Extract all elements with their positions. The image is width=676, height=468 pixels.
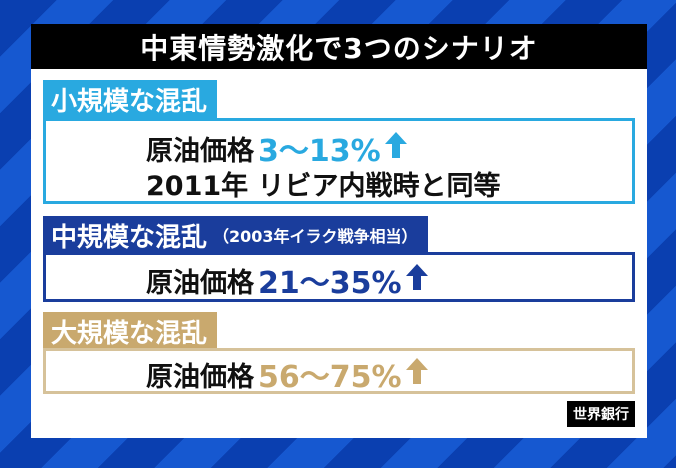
infographic-panel: 中東情勢激化で3つのシナリオ 小規模な混乱 原油価格 3～13% 2011年 リ… [31,24,647,438]
price-prefix: 原油価格 [146,267,254,299]
scenario-medium-price-line: 原油価格 21～35% [146,258,428,302]
scenario-small-note: 2011年 リビア内戦時と同等 [146,171,501,202]
price-range: 56～75% [258,360,402,395]
scenario-medium-box [43,252,635,302]
price-prefix: 原油価格 [146,135,254,167]
scenario-small-label: 小規模な混乱 [51,86,208,117]
price-range: 21～35% [258,266,402,301]
scenario-large-box [43,348,635,394]
scenario-small-box [43,118,635,204]
scenario-small-tag: 小規模な混乱 [43,80,218,118]
scenario-medium-tag: 中規模な混乱 （2003年イラク戦争相当） [43,216,428,254]
scenario-medium-label: 中規模な混乱 [51,222,208,253]
up-arrow-icon [405,357,428,391]
scenario-large-tag: 大規模な混乱 [43,312,218,350]
price-range: 3～13% [258,134,381,169]
scenario-medium-sublabel: （2003年イラク戦争相当） [213,227,418,246]
up-arrow-icon [384,131,407,165]
scenario-large-price-line: 原油価格 56～75% [146,352,428,396]
price-prefix: 原油価格 [146,361,254,393]
scenario-large-label: 大規模な混乱 [51,318,208,349]
page-title: 中東情勢激化で3つのシナリオ [31,24,647,69]
source-label: 世界銀行 [567,401,635,427]
scenario-small-price-line: 原油価格 3～13% [146,126,407,170]
up-arrow-icon [405,263,428,297]
